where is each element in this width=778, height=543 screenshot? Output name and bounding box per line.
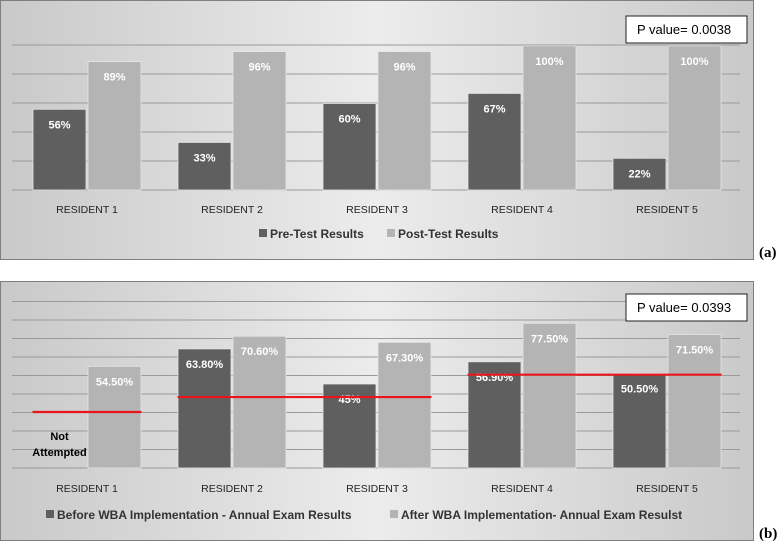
- bar: [322, 103, 377, 191]
- data-label: 96%: [248, 62, 270, 74]
- data-label: 54.50%: [96, 376, 134, 388]
- data-label: 63.80%: [186, 359, 224, 371]
- bar: [467, 361, 522, 469]
- bar: [522, 322, 577, 469]
- data-label: 70.60%: [241, 346, 279, 358]
- x-tick-label: RESIDENT 2: [201, 483, 263, 495]
- bar: [612, 373, 667, 469]
- bar: [87, 365, 142, 469]
- legend-label: Pre-Test Results: [270, 227, 364, 241]
- bar: [32, 108, 87, 191]
- data-label: Not: [50, 431, 69, 443]
- bar: [612, 157, 667, 191]
- panel-label-a: (a): [759, 245, 777, 261]
- x-tick-label: RESIDENT 5: [636, 204, 698, 216]
- bar: [87, 61, 142, 191]
- x-tick-label: RESIDENT 3: [346, 483, 408, 495]
- bar: [177, 348, 232, 469]
- p-value-box: [625, 15, 748, 44]
- legend-swatch: [259, 229, 267, 237]
- bar: [232, 51, 287, 191]
- bar: [467, 93, 522, 191]
- bar: [667, 45, 722, 191]
- data-label: 100%: [680, 56, 708, 68]
- data-label: 33%: [193, 152, 215, 164]
- bar: [177, 142, 232, 191]
- legend-swatch: [390, 510, 398, 518]
- data-label: 77.50%: [531, 333, 569, 345]
- legend-swatch: [387, 229, 395, 237]
- data-label: 50.50%: [621, 384, 659, 396]
- x-tick-label: RESIDENT 4: [491, 204, 553, 216]
- x-tick-label: RESIDENT 2: [201, 204, 263, 216]
- data-label: 89%: [103, 72, 125, 84]
- x-tick-label: RESIDENT 4: [491, 483, 553, 495]
- bar: [377, 341, 432, 469]
- p-value-box: [625, 293, 748, 322]
- x-tick-label: RESIDENT 1: [56, 483, 118, 495]
- bar: [522, 45, 577, 191]
- p-value-text: P value= 0.0038: [637, 22, 731, 37]
- data-label: 22%: [628, 168, 650, 180]
- data-label: 67%: [483, 103, 505, 115]
- data-label: 67.30%: [386, 352, 424, 364]
- data-label: 60%: [338, 114, 360, 126]
- p-value-text: P value= 0.0393: [637, 300, 731, 315]
- data-label: Attempted: [32, 447, 86, 459]
- legend-label: After WBA Implementation- Annual Exam Re…: [401, 508, 682, 522]
- panel-label-b: (b): [759, 526, 778, 542]
- bar: [232, 335, 287, 469]
- data-label: 71.50%: [676, 345, 714, 357]
- data-label: 100%: [535, 56, 563, 68]
- x-tick-label: RESIDENT 5: [636, 483, 698, 495]
- legend-swatch: [46, 510, 54, 518]
- data-label: 56%: [48, 119, 70, 131]
- x-tick-label: RESIDENT 3: [346, 204, 408, 216]
- bar: [667, 334, 722, 469]
- legend-label: Post-Test Results: [398, 227, 499, 241]
- bar: [377, 51, 432, 191]
- data-label: 45%: [338, 394, 360, 406]
- data-label: 96%: [393, 62, 415, 74]
- legend-label: Before WBA Implementation - Annual Exam …: [57, 508, 352, 522]
- x-tick-label: RESIDENT 1: [56, 204, 118, 216]
